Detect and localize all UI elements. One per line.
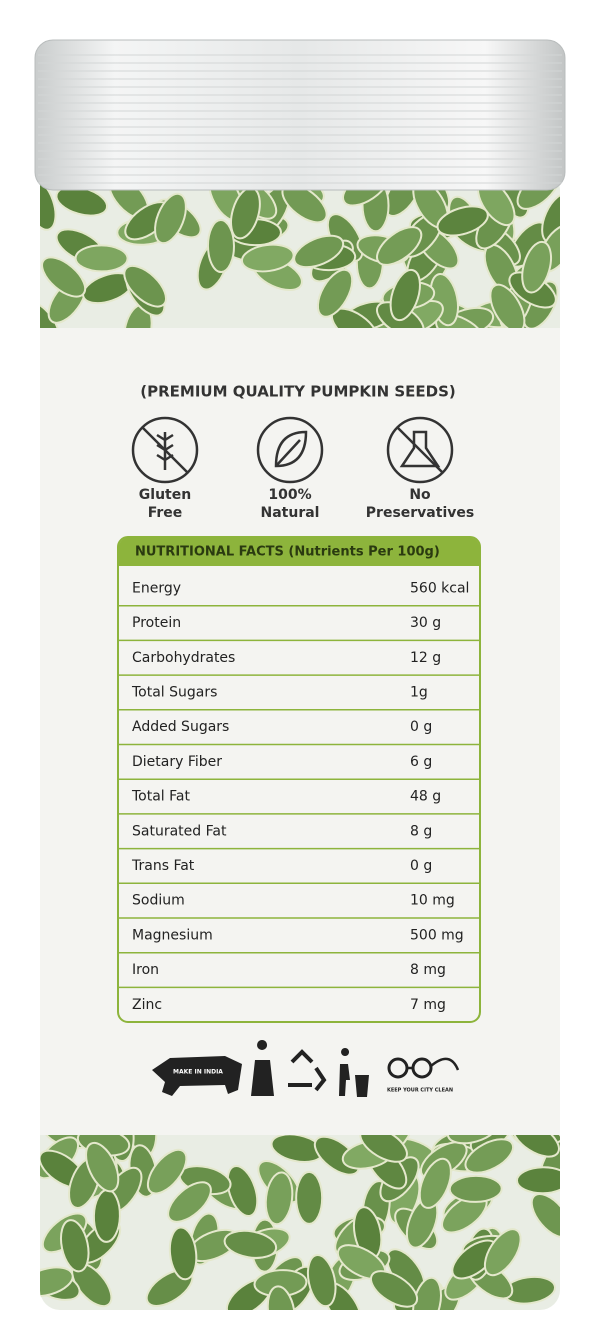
seed [464, 1138, 515, 1174]
nutrient-name: Saturated Fat [132, 823, 227, 839]
seed [418, 1157, 452, 1209]
nutrient-name: Protein [132, 615, 181, 631]
badge-label: Preservatives [366, 505, 474, 521]
nutrient-value: 30 g [410, 615, 441, 631]
seed [448, 1174, 503, 1203]
seed [92, 1188, 121, 1243]
nutrient-name: Energy [132, 580, 181, 596]
nutrient-name: Trans Fat [131, 858, 195, 874]
seed [167, 1181, 212, 1223]
nutrient-name: Iron [132, 962, 159, 978]
nutrient-value: 48 g [410, 789, 441, 805]
nutrient-value: 1g [410, 684, 428, 700]
nutrient-name: Total Fat [131, 789, 190, 805]
nutrient-value: 560 kcal [410, 580, 469, 596]
seed [389, 268, 421, 322]
nutrient-value: 6 g [410, 754, 432, 770]
nutrient-value: 8 mg [410, 962, 446, 978]
seed [515, 1166, 560, 1195]
seed [436, 205, 489, 237]
nutrient-name: Dietary Fiber [132, 754, 222, 770]
seed [306, 1253, 337, 1308]
badge-label: Gluten [139, 487, 191, 503]
seed [40, 178, 57, 231]
make-in-india: MAKE IN INDIA [173, 1069, 223, 1076]
seed [85, 1141, 120, 1193]
badge-label: Free [148, 505, 183, 521]
badge-label: No [409, 487, 431, 503]
nutrient-name: Sodium [132, 893, 185, 909]
seed [266, 1285, 296, 1310]
seed [60, 1219, 90, 1273]
nutrient-value: 0 g [410, 719, 432, 735]
seed [530, 1193, 560, 1239]
seed [223, 1229, 278, 1259]
seed [40, 1266, 74, 1298]
badge-label: Natural [261, 505, 320, 521]
seed [295, 1170, 324, 1225]
lid-ridges [38, 54, 562, 184]
nutrient-name: Carbohydrates [132, 650, 235, 666]
seed [369, 1270, 419, 1308]
nutrient-value: 0 g [410, 858, 432, 874]
seed [240, 243, 295, 273]
seed [154, 192, 187, 245]
logo-icons [152, 1040, 460, 1097]
jar-lid [34, 39, 566, 191]
seed [123, 264, 167, 308]
label [40, 328, 560, 1135]
nutrient-name: Magnesium [132, 927, 213, 943]
nutrient-value: 500 mg [410, 927, 464, 943]
seed [293, 234, 345, 269]
seed [521, 240, 553, 294]
tagline: (PREMIUM QUALITY PUMPKIN SEEDS) [140, 383, 456, 401]
seed [483, 1228, 522, 1277]
seed [168, 1226, 198, 1281]
seed [41, 256, 87, 298]
badge-icons [131, 416, 454, 484]
seed [226, 1164, 259, 1218]
seed [74, 244, 129, 273]
seed [316, 268, 354, 318]
nutrient-name: Zinc [132, 997, 162, 1013]
nutrient-value: 10 mg [410, 893, 455, 909]
seed [264, 1171, 294, 1226]
clean-city: KEEP YOUR CITY CLEAN [387, 1088, 453, 1094]
nutrient-value: 7 mg [410, 997, 446, 1013]
table-header: NUTRITIONAL FACTS (Nutrients Per 100g) [135, 545, 440, 560]
nutrient-name: Total Sugars [131, 684, 217, 700]
seed [376, 226, 423, 266]
seed [146, 1148, 188, 1195]
nutrient-name: Added Sugars [132, 719, 229, 735]
table-header-bg [118, 537, 480, 566]
nutrient-value: 12 g [410, 650, 441, 666]
seed [206, 219, 235, 274]
badge-label: 100% [268, 487, 311, 503]
nutrient-value: 8 g [410, 823, 432, 839]
